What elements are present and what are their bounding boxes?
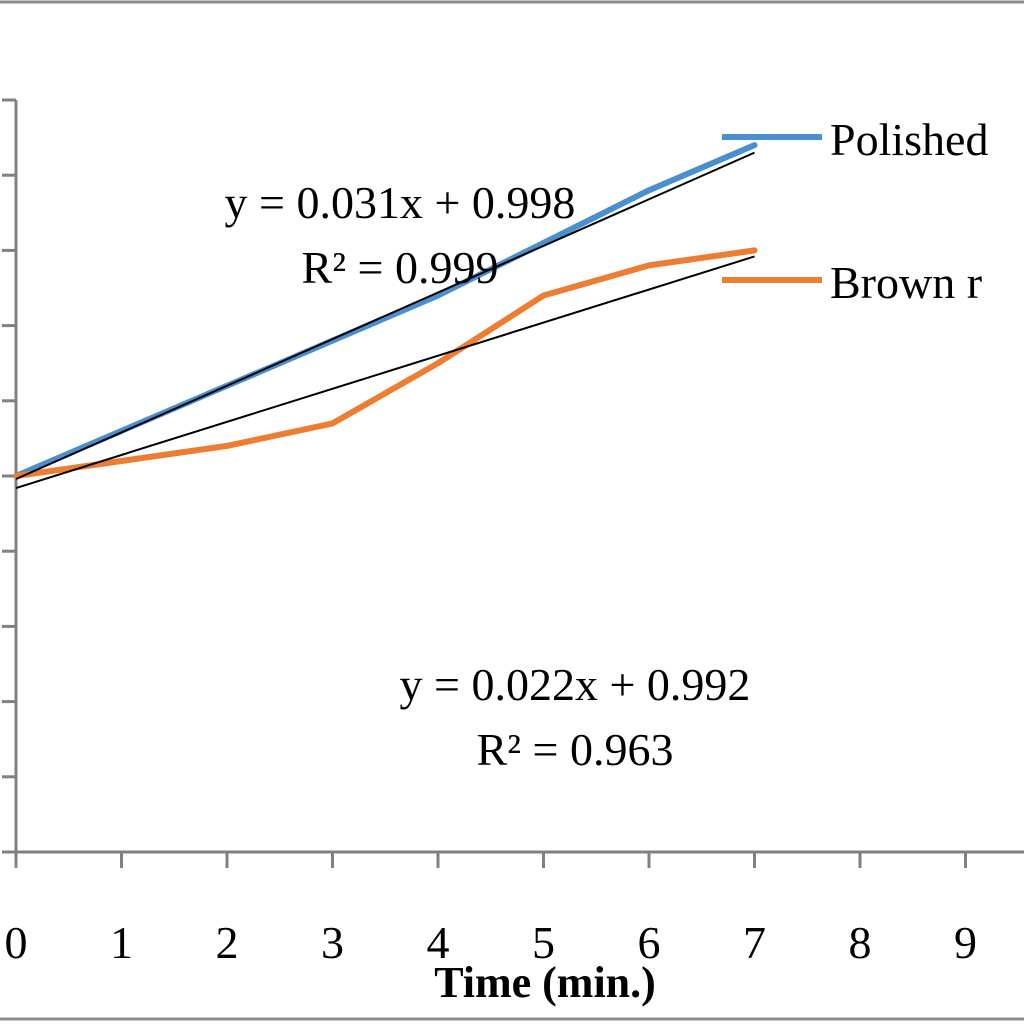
- x-tick-label-5: 5: [532, 917, 555, 968]
- trendline-0: [15, 151, 755, 480]
- x-tick-label-4: 4: [427, 917, 450, 968]
- x-axis-ticks: [14, 852, 967, 868]
- x-tick-label-9: 9: [954, 917, 977, 968]
- trend-r2-2: R² = 0.963: [477, 724, 674, 775]
- y-axis-ticks: [2, 98, 16, 854]
- x-axis-tick-labels: 0 1 2 3 4 5 6 7 8 9: [5, 917, 978, 968]
- x-tick-label-8: 8: [849, 917, 872, 968]
- x-tick-label-0: 0: [5, 917, 28, 968]
- legend-label-brown: Brown r: [830, 257, 982, 308]
- trendline-layer: [15, 151, 755, 489]
- x-tick-label-2: 2: [216, 917, 239, 968]
- x-axis-title: Time (min.): [434, 958, 656, 1007]
- trend-r2-1: R² = 0.999: [302, 242, 499, 293]
- x-tick-label-7: 7: [743, 917, 766, 968]
- x-tick-label-6: 6: [638, 917, 661, 968]
- x-tick-label-3: 3: [321, 917, 344, 968]
- series-layer: [13, 142, 758, 479]
- legend-label-polished: Polished: [830, 114, 988, 165]
- trendline-1: [15, 255, 755, 489]
- series-line-1: [13, 247, 758, 479]
- trend-eq-2: y = 0.022x + 0.992: [400, 659, 751, 710]
- series-line-0: [13, 142, 758, 479]
- x-tick-label-1: 1: [110, 917, 133, 968]
- legend: Polished Brown r: [722, 114, 988, 308]
- trend-eq-1: y = 0.031x + 0.998: [225, 177, 576, 228]
